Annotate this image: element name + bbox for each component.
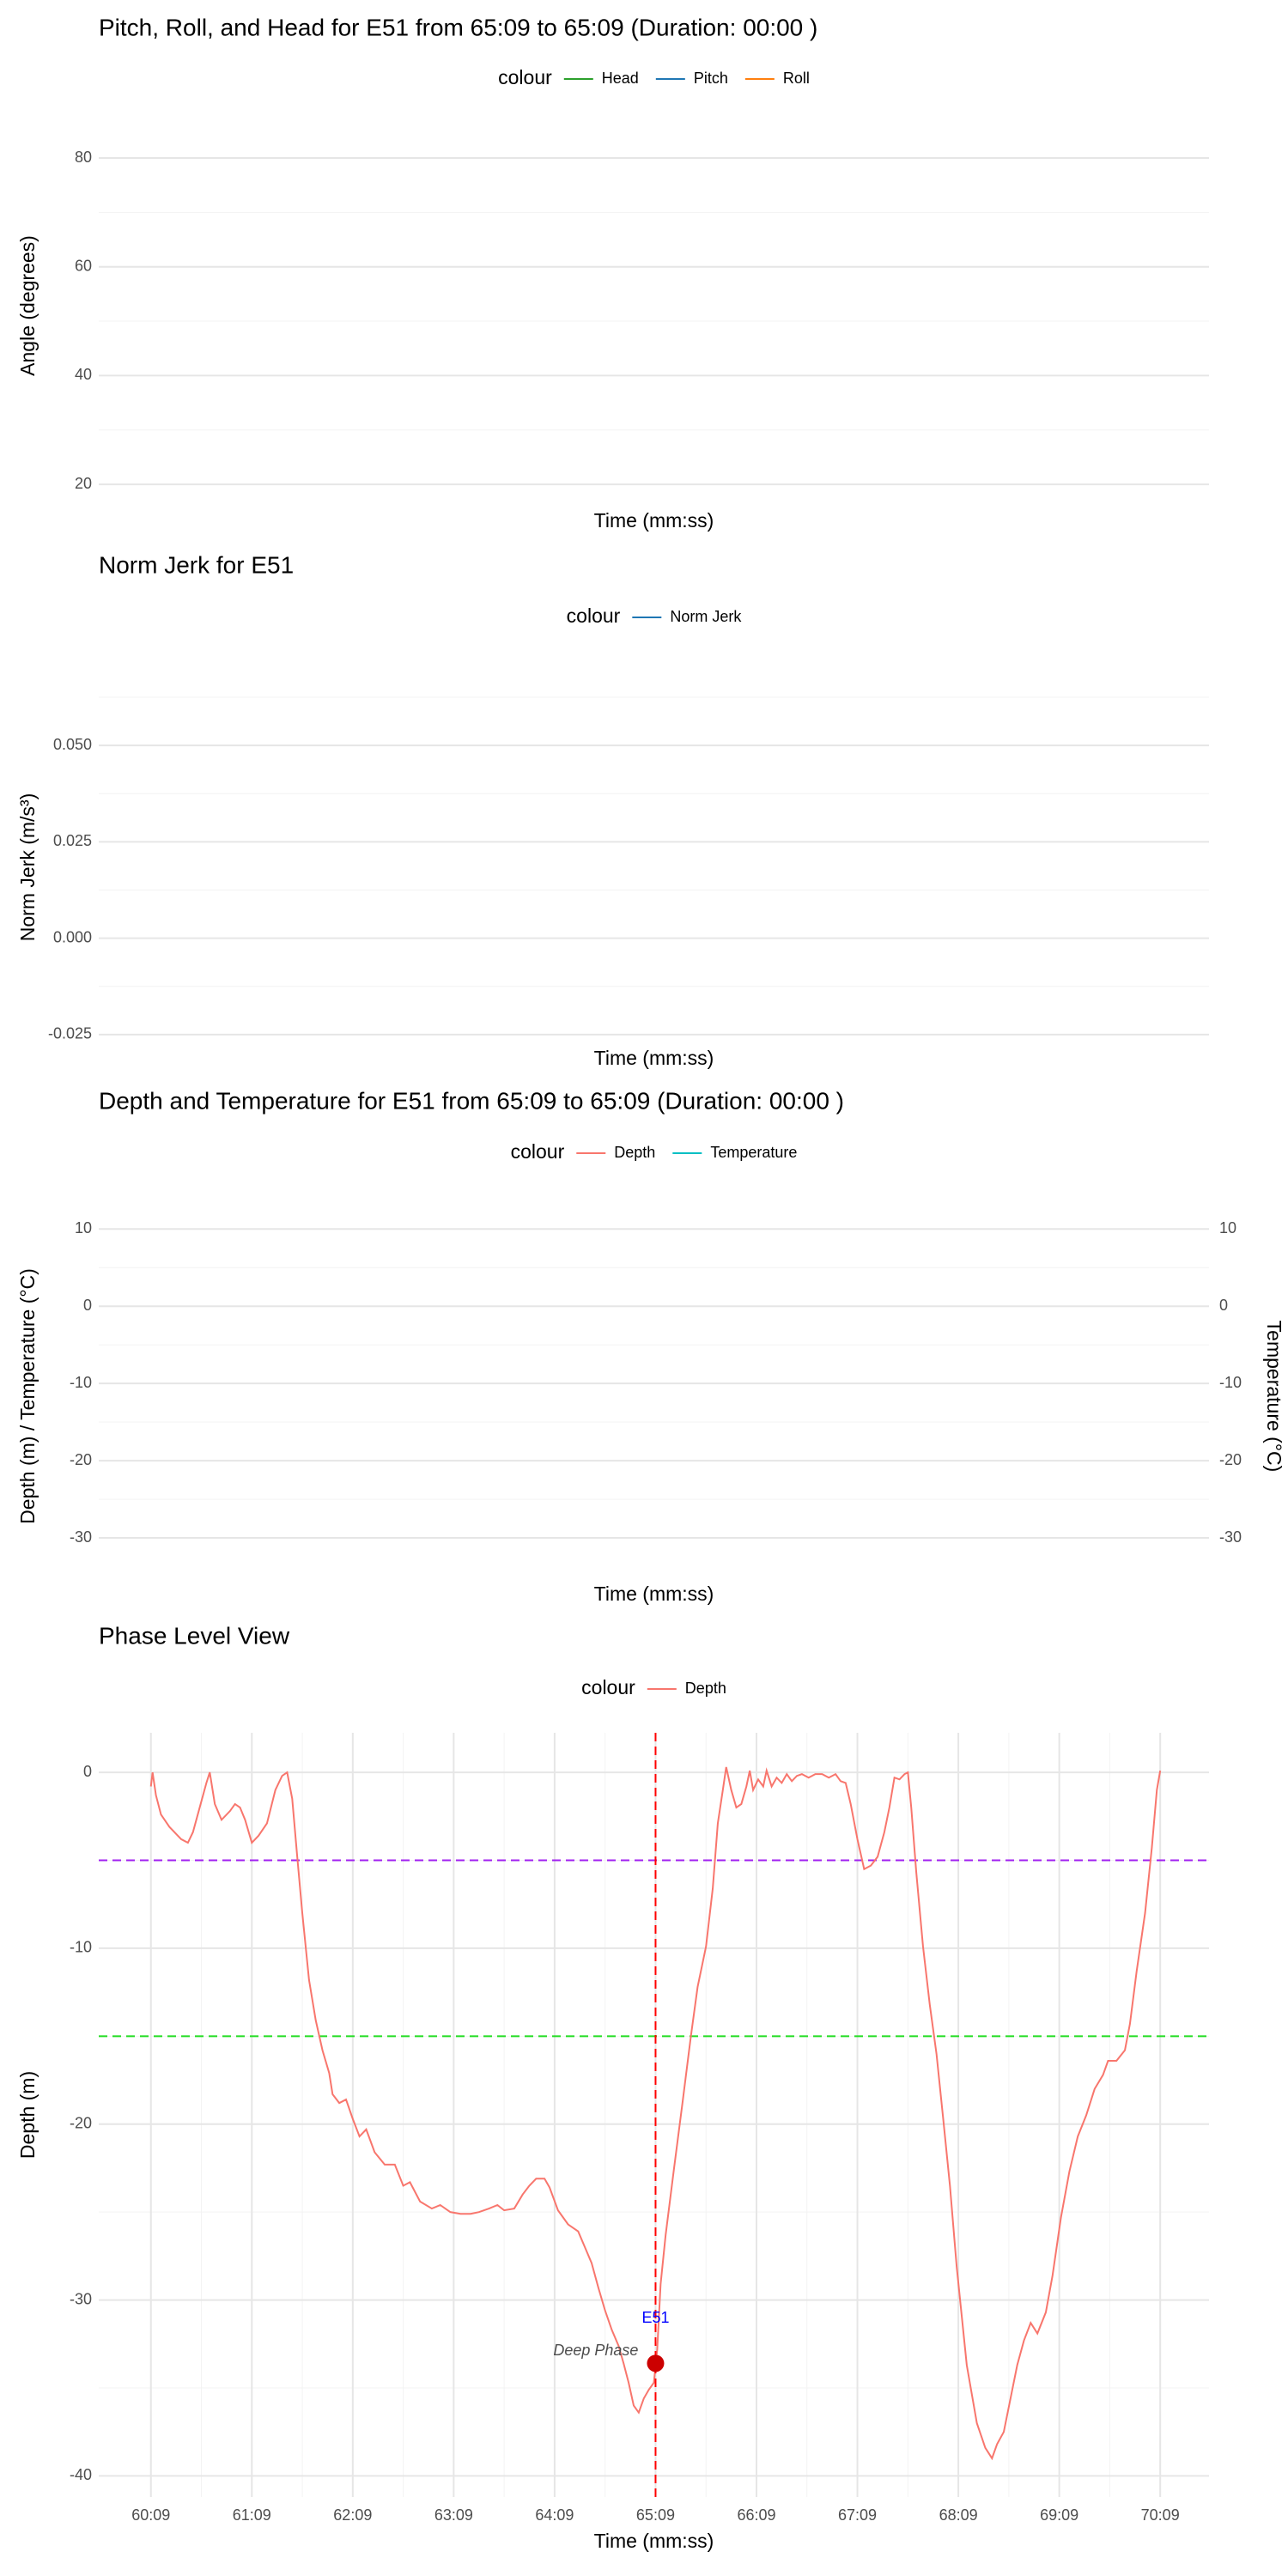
y-tick-label: -0.025 <box>48 1025 92 1042</box>
y-axis-title: Depth (m) / Temperature (°C) <box>16 1268 39 1524</box>
legend-label: Depth <box>614 1144 655 1161</box>
legend-label: Depth <box>685 1680 726 1697</box>
x-tick-label: 68:09 <box>939 2506 978 2524</box>
legend-title: colour <box>498 66 552 88</box>
y-tick-label: 0.050 <box>53 736 92 753</box>
legend-title: colour <box>581 1676 635 1698</box>
y-tick-label: -30 <box>70 2290 92 2307</box>
chart-title: Depth and Temperature for E51 from 65:09… <box>99 1087 844 1114</box>
y-tick-label: -40 <box>70 2466 92 2483</box>
y-tick-label: 0.000 <box>53 928 92 945</box>
legend-label: Norm Jerk <box>670 608 742 625</box>
y-tick-label: 0.025 <box>53 832 92 849</box>
x-tick-label: 69:09 <box>1040 2506 1078 2524</box>
x-axis-title: Time (mm:ss) <box>594 1583 714 1605</box>
chart-title: Pitch, Roll, and Head for E51 from 65:09… <box>99 14 817 40</box>
x-tick-label: 64:09 <box>535 2506 574 2524</box>
phase-label: Deep Phase <box>553 2342 638 2359</box>
y-tick-label: 10 <box>75 1219 92 1236</box>
legend: colour Norm Jerk <box>567 605 743 627</box>
y2-tick-label: 0 <box>1219 1297 1228 1314</box>
y-tick-label: -30 <box>70 1528 92 1546</box>
y-axis-title: Angle (degrees) <box>16 235 39 376</box>
x-axis-title: Time (mm:ss) <box>594 1047 714 1069</box>
y-tick-label: -10 <box>70 1939 92 1956</box>
point-label: E51 <box>641 2309 669 2326</box>
x-tick-label: 66:09 <box>737 2506 775 2524</box>
y-tick-label: -20 <box>70 1451 92 1468</box>
x-tick-label: 63:09 <box>434 2506 473 2524</box>
legend: colour Depth <box>581 1676 726 1698</box>
legend: colour Depth Temperature <box>511 1140 798 1163</box>
y-tick-label: 80 <box>75 149 92 166</box>
y-tick-label: 60 <box>75 257 92 274</box>
y-axis-title: Depth (m) <box>16 2071 39 2159</box>
chart-title: Norm Jerk for E51 <box>99 551 294 578</box>
chart-title: Phase Level View <box>99 1622 290 1649</box>
y2-axis-title: Temperature (°C) <box>1263 1321 1285 1473</box>
y-tick-label: 20 <box>75 475 92 492</box>
data-line <box>149 1766 1162 2461</box>
x-tick-label: 60:09 <box>131 2506 170 2524</box>
y2-tick-label: -30 <box>1219 1528 1242 1546</box>
legend-label: Temperature <box>710 1144 797 1161</box>
x-tick-label: 61:09 <box>233 2506 271 2524</box>
legend-label: Roll <box>783 70 810 87</box>
legend-title: colour <box>567 605 621 627</box>
legend-label: Head <box>602 70 639 87</box>
y2-tick-label: 10 <box>1219 1219 1236 1236</box>
y-tick-label: 0 <box>83 1297 92 1314</box>
x-tick-label: 70:09 <box>1141 2506 1180 2524</box>
y-tick-label: -10 <box>70 1374 92 1391</box>
x-axis-title: Time (mm:ss) <box>594 2530 714 2552</box>
x-tick-label: 62:09 <box>333 2506 372 2524</box>
y-tick-label: 40 <box>75 366 92 383</box>
legend-label: Pitch <box>694 70 728 87</box>
y-axis-title: Norm Jerk (m/s³) <box>16 793 39 941</box>
legend-title: colour <box>511 1140 565 1163</box>
x-axis-title: Time (mm:ss) <box>594 509 714 532</box>
y-tick-label: -20 <box>70 2115 92 2132</box>
y2-tick-label: -10 <box>1219 1374 1242 1391</box>
x-tick-label: 67:09 <box>838 2506 877 2524</box>
y-tick-label: 0 <box>83 1763 92 1780</box>
y2-tick-label: -20 <box>1219 1451 1242 1468</box>
x-tick-label: 65:09 <box>636 2506 675 2524</box>
highlight-point <box>647 2354 665 2372</box>
legend: colour Head Pitch Roll <box>498 66 810 88</box>
